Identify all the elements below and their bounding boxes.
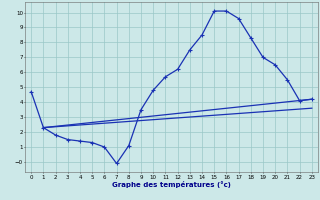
X-axis label: Graphe des températures (°c): Graphe des températures (°c) bbox=[112, 181, 231, 188]
